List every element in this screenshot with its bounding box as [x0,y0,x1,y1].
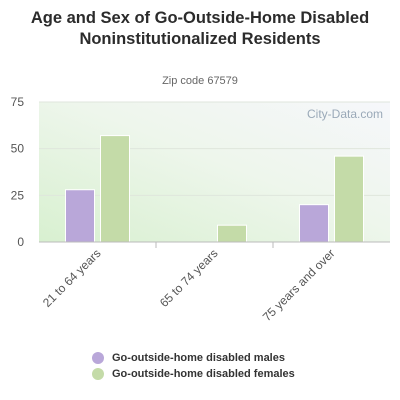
x-tick-label: 65 to 74 years [157,246,221,310]
bar-females-1 [217,224,247,243]
chart-title: Age and Sex of Go-Outside-Home Disabled … [30,9,370,48]
y-tick-label: 25 [11,188,25,202]
legend-item-females: Go-outside-home disabled females [92,366,295,382]
watermark-text: City-Data.com [307,107,383,121]
legend-swatch-males [92,352,104,364]
legend-label-females: Go-outside-home disabled females [112,368,295,380]
legend-label-males: Go-outside-home disabled males [112,352,285,364]
chart-subtitle: Zip code 67579 [162,75,238,87]
y-tick-label: 50 [11,142,25,156]
legend: Go-outside-home disabled males Go-outsid… [92,350,295,382]
plot-background [39,102,390,242]
bar-males-0 [65,189,95,243]
y-tick-label: 0 [17,235,24,249]
y-tick-label: 75 [11,95,25,109]
x-tick-label: 75 years and over [260,246,338,324]
legend-swatch-females [92,368,104,380]
bar-males-2 [299,204,329,243]
bar-females-0 [100,135,130,243]
bar-females-2 [334,155,364,243]
legend-item-males: Go-outside-home disabled males [92,350,295,366]
x-tick-label: 21 to 64 years [40,246,104,310]
